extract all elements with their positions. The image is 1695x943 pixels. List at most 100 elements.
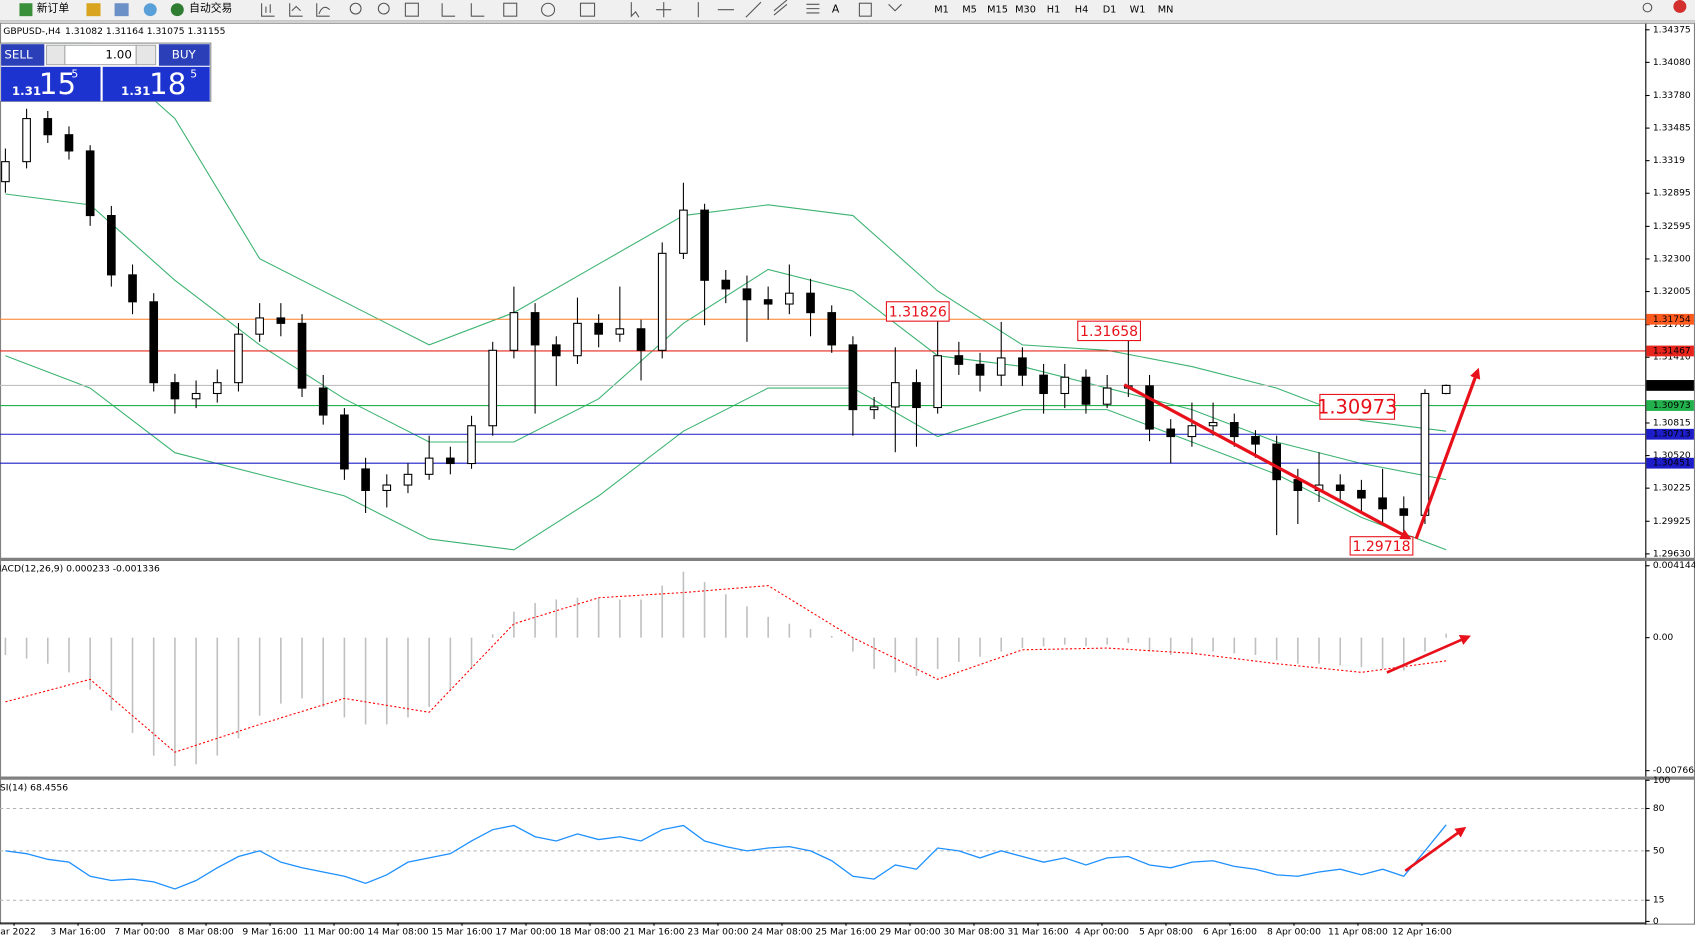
candle-body bbox=[1081, 376, 1091, 405]
x-tick-label: 17 Mar 00:00 bbox=[495, 927, 556, 938]
volume-value: 1.00 bbox=[105, 47, 131, 61]
icon[interactable] bbox=[888, 3, 902, 12]
icon[interactable] bbox=[503, 2, 518, 17]
candle-body bbox=[1335, 484, 1345, 492]
icon[interactable] bbox=[579, 2, 596, 17]
icon[interactable] bbox=[349, 2, 362, 15]
y-tick-label: 80 bbox=[1653, 803, 1665, 814]
candle-body bbox=[933, 355, 942, 409]
icon[interactable] bbox=[441, 3, 456, 17]
icon[interactable] bbox=[773, 0, 788, 16]
candle-body bbox=[996, 357, 1006, 376]
icon[interactable] bbox=[745, 1, 762, 18]
icon[interactable] bbox=[316, 3, 331, 17]
x-tick-label: 4 Apr 00:00 bbox=[1075, 927, 1129, 938]
icon[interactable] bbox=[261, 3, 275, 17]
bid-box[interactable] bbox=[1, 66, 101, 102]
candle-body bbox=[721, 279, 731, 290]
y-tick-label: 0 bbox=[1653, 916, 1659, 927]
annotation-box[interactable] bbox=[1077, 320, 1141, 342]
trend-arrow[interactable] bbox=[1123, 383, 1412, 540]
candle-body bbox=[742, 288, 752, 301]
buy-button[interactable] bbox=[158, 44, 210, 66]
ask-prefix: 1.31 bbox=[121, 84, 150, 98]
x-tick-label: 15 Mar 16:00 bbox=[431, 927, 492, 938]
text-tool[interactable]: A bbox=[832, 3, 840, 16]
icon[interactable] bbox=[114, 3, 129, 17]
volume-up[interactable] bbox=[135, 44, 157, 66]
candle-body bbox=[636, 328, 646, 351]
y-tick-label: 1.31705 bbox=[1653, 319, 1691, 330]
candle-body bbox=[890, 382, 900, 408]
timeframe-button[interactable]: W1 bbox=[1130, 5, 1146, 16]
icon bbox=[170, 3, 184, 17]
icon[interactable] bbox=[377, 2, 390, 15]
y-tick-label: 1.30225 bbox=[1653, 483, 1691, 494]
candle-body bbox=[975, 363, 985, 376]
icon[interactable] bbox=[289, 3, 303, 17]
price-label: 1.31467 bbox=[1653, 345, 1691, 356]
annotation-text: 1.31658 bbox=[1080, 324, 1138, 340]
x-tick-label: 12 Apr 16:00 bbox=[1392, 927, 1452, 938]
volume-down[interactable] bbox=[45, 44, 66, 66]
timeframe-button[interactable]: MN bbox=[1158, 5, 1174, 16]
annotation-box[interactable] bbox=[885, 301, 950, 322]
y-tick-label: 15 bbox=[1653, 895, 1665, 906]
toolbar-auto-trading[interactable]: 自动交易 bbox=[170, 2, 233, 17]
candle-body bbox=[297, 322, 307, 389]
icon[interactable] bbox=[541, 2, 556, 17]
icon[interactable] bbox=[404, 2, 419, 17]
timeframe-button[interactable]: D1 bbox=[1103, 5, 1117, 16]
timeframe-button[interactable]: M15 bbox=[987, 5, 1008, 16]
price-label-box bbox=[1646, 345, 1694, 357]
y-tick-label: 1.29925 bbox=[1653, 516, 1691, 527]
candle-body bbox=[763, 299, 773, 305]
notification-badge[interactable] bbox=[1673, 0, 1687, 13]
ask-sup: 5 bbox=[190, 67, 197, 80]
timeframe-button[interactable]: M5 bbox=[962, 5, 977, 16]
timeframe-button[interactable]: H1 bbox=[1047, 5, 1061, 16]
buy-label: BUY bbox=[172, 47, 197, 61]
bid-big: 15 bbox=[39, 67, 76, 101]
icon[interactable] bbox=[143, 3, 157, 17]
price-label: 1.30451 bbox=[1653, 458, 1691, 469]
candle-body bbox=[785, 292, 794, 305]
candle-body bbox=[467, 425, 476, 465]
toolbar-label: 自动交易 bbox=[189, 2, 232, 15]
x-tick-label: 18 Mar 08:00 bbox=[559, 927, 620, 938]
candle-body bbox=[615, 328, 625, 335]
toolbar-new-order[interactable]: 新订单 bbox=[19, 2, 69, 17]
icon[interactable] bbox=[806, 3, 820, 14]
trend-arrow[interactable] bbox=[1414, 367, 1481, 540]
icon[interactable] bbox=[86, 3, 101, 17]
timeframe-button[interactable]: M1 bbox=[934, 5, 949, 16]
candle-body bbox=[1, 161, 10, 183]
annotation-box[interactable] bbox=[1349, 536, 1414, 556]
icon[interactable] bbox=[470, 3, 485, 17]
timeframe-button[interactable]: M30 bbox=[1015, 5, 1036, 16]
icon[interactable] bbox=[1642, 2, 1653, 13]
candle-body bbox=[212, 382, 222, 395]
trend-arrow[interactable] bbox=[1404, 826, 1467, 872]
annotation-text: 1.31826 bbox=[889, 305, 947, 321]
x-tick-label: 11 Mar 00:00 bbox=[303, 927, 364, 938]
candle-body bbox=[276, 317, 286, 324]
candle-body bbox=[1208, 422, 1218, 427]
x-tick-label: 7 Mar 00:00 bbox=[114, 927, 170, 938]
icon[interactable] bbox=[656, 2, 672, 18]
x-tick-label: 5 Apr 08:00 bbox=[1139, 927, 1193, 938]
price-label: 1.30973 bbox=[1653, 400, 1691, 411]
timeframe-button[interactable]: H4 bbox=[1075, 5, 1089, 16]
ask-box[interactable] bbox=[102, 66, 210, 102]
candle-body bbox=[403, 473, 413, 486]
x-tick-label: 24 Mar 08:00 bbox=[751, 927, 812, 938]
timeframe-bar: M1 M5 M15 M30 H1 H4 D1 W1 MN bbox=[934, 5, 1173, 16]
bollinger-lower bbox=[5, 355, 1447, 551]
trend-arrow[interactable] bbox=[1386, 635, 1471, 674]
candle-body bbox=[869, 406, 879, 411]
sell-button[interactable] bbox=[1, 44, 45, 66]
icon[interactable] bbox=[858, 2, 872, 17]
icon[interactable] bbox=[630, 2, 640, 18]
annotation-box[interactable] bbox=[1319, 393, 1396, 420]
